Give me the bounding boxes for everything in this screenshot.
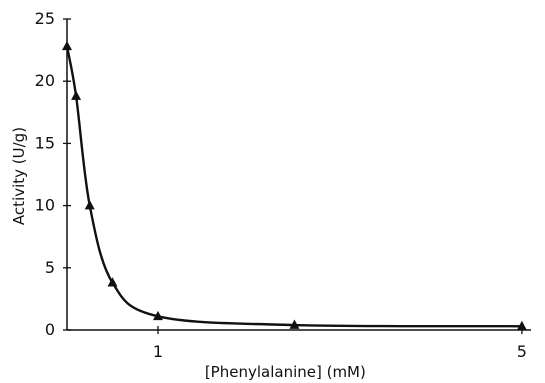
y-tick-label: 15: [35, 133, 55, 152]
data-points: [62, 40, 527, 331]
data-point-triangle: [62, 40, 72, 51]
x-axis-title: [Phenylalanine] (mM): [205, 363, 366, 381]
data-point-triangle: [107, 277, 118, 287]
y-axis: 0 5 10 15 20 25: [35, 9, 71, 339]
y-tick-label: 10: [35, 196, 55, 215]
data-point-triangle: [84, 200, 95, 210]
data-point-triangle: [516, 320, 527, 331]
y-tick-label: 5: [45, 258, 55, 277]
y-tick-label: 25: [35, 9, 55, 28]
x-tick-label: 1: [153, 342, 163, 361]
y-axis-title: Activity (U/g): [10, 127, 28, 225]
data-point-triangle: [71, 90, 82, 100]
y-tick-label: 20: [35, 71, 55, 90]
y-axis-ticks: 0 5 10 15 20 25: [35, 9, 71, 339]
data-point-triangle: [152, 310, 163, 321]
activity-curve: [65, 45, 524, 328]
data-point-triangle: [289, 319, 300, 329]
y-tick-label: 0: [45, 320, 55, 339]
x-tick-label: 5: [517, 342, 527, 361]
